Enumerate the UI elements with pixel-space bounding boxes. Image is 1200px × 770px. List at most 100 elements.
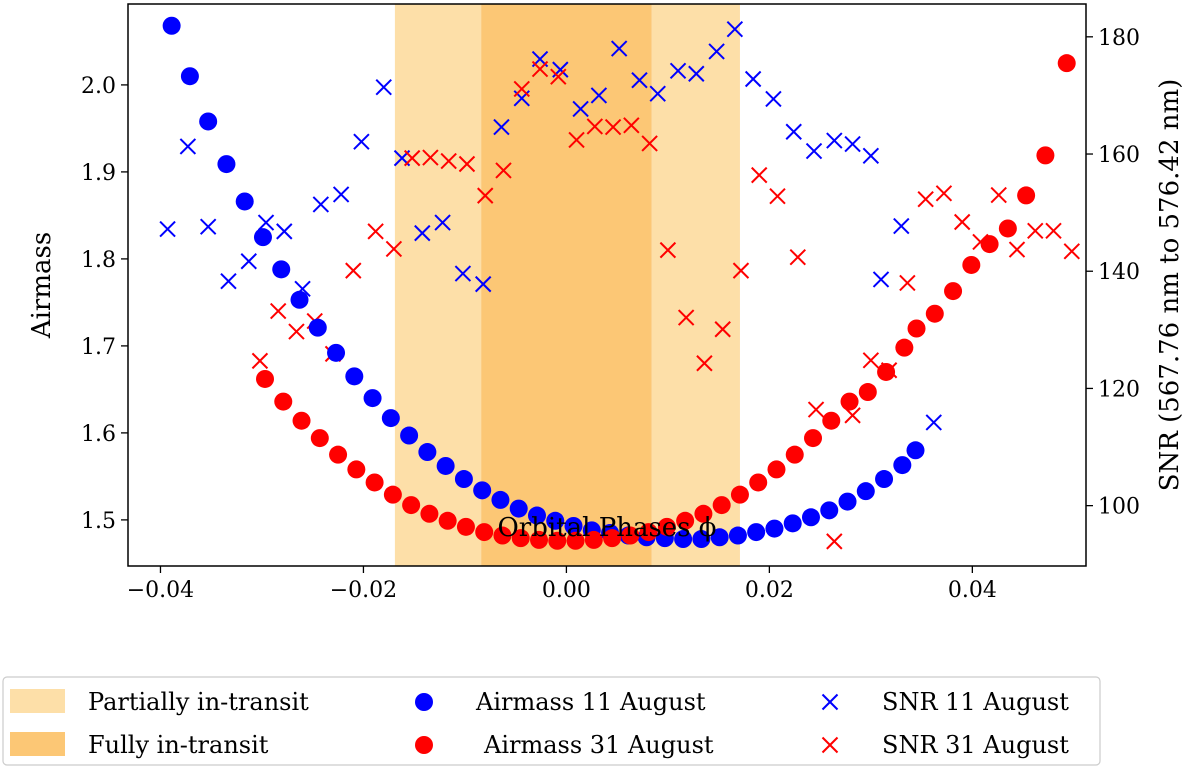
data-point-cross [925,414,942,431]
legend-label-snr-31: SNR 31 August [882,731,1069,759]
data-point-circle [603,529,622,548]
x-tick-label: 0.04 [948,578,997,603]
data-point-circle [527,506,546,525]
data-point-cross [805,142,823,160]
data-point-circle [980,235,999,254]
data-point-cross [159,220,176,238]
data-point-circle [765,519,784,538]
data-point-cross [493,118,510,136]
data-point-cross [240,253,257,270]
data-marks [159,16,1080,550]
data-point-cross [1008,241,1026,258]
data-point-circle [749,473,768,492]
y-left-tick-label: 1.6 [81,422,116,447]
x-axis-title: Orbital Phases ϕ [497,513,716,543]
data-point-circle [962,255,981,274]
y-right-tick-label: 180 [1098,26,1140,51]
data-point-circle [822,411,841,430]
series-2 [159,20,942,431]
data-point-circle [308,318,327,337]
data-point-cross [696,355,713,372]
data-point-cross [1063,243,1080,260]
data-point-cross [649,85,666,102]
legend-marker-airmass-31 [415,736,433,754]
y-axis-right: 100 120 140 160 180 [1086,26,1140,520]
data-point-circle [272,260,291,279]
data-point-circle [509,499,528,518]
data-point-circle [1017,186,1036,205]
data-point-circle [217,155,236,174]
data-point-circle [875,470,894,489]
data-point-circle [162,16,181,35]
y-left-tick-label: 1.9 [81,161,116,186]
data-point-circle [906,441,925,460]
data-point-cross [769,188,786,205]
region-partial-1 [651,4,740,566]
data-point-circle [329,445,348,464]
data-point-circle [180,67,199,86]
data-point-cross [586,118,604,135]
data-point-circle [820,501,839,520]
series-3 [251,60,1080,550]
transit-regions [394,4,740,566]
legend-cross [821,693,839,711]
data-point-circle [730,485,749,504]
legend-label-full: Fully in-transit [88,731,269,759]
plot-frame [127,3,1087,567]
data-point-cross [744,70,762,88]
data-point-circle [712,496,731,515]
data-point-cross [332,186,350,203]
data-point-cross [440,152,457,170]
y-right-tick-label: 100 [1098,495,1140,520]
data-point-cross [899,274,916,292]
data-point-circle [584,530,603,549]
data-point-cross [726,20,744,38]
data-point-circle [400,426,419,445]
data-point-cross [367,223,384,240]
data-point-cross [826,132,843,149]
data-point-cross [434,214,451,231]
data-point-circle [310,429,329,448]
data-point-circle [710,528,729,547]
x-tick-label: −0.02 [330,578,397,603]
data-point-cross [590,87,608,104]
data-point-circle [454,470,473,489]
data-point-cross [414,224,431,242]
data-point-cross [604,118,622,136]
x-axis: −0.04 −0.02 0.00 0.02 0.04 [127,566,997,603]
data-point-circle [383,485,402,504]
data-point-circle [804,429,823,448]
data-point-cross [375,79,392,96]
data-point-circle [327,343,346,362]
data-point-circle [893,456,912,475]
data-point-circle [473,481,492,500]
data-point-cross [1045,222,1062,239]
x-tick-label: −0.04 [127,578,194,603]
data-point-cross [474,275,492,293]
data-point-circle [944,282,963,301]
data-point-circle [895,338,914,357]
legend-label-airmass-31: Airmass 31 August [483,731,714,759]
data-point-cross [807,401,825,418]
series-1 [256,54,1076,550]
data-point-circle [692,530,711,549]
data-point-circle [199,112,218,131]
data-point-cross [403,149,421,167]
data-point-cross [251,352,269,370]
data-point-circle [546,511,565,530]
data-point-cross [893,217,910,235]
data-point-cross [220,272,237,290]
data-point-cross [345,262,362,279]
legend-label-snr-11: SNR 11 August [882,688,1069,716]
data-point-cross [568,131,585,149]
data-point-cross [631,71,648,89]
data-point-cross [477,187,494,204]
data-point-circle [381,409,400,428]
data-point-circle [877,362,896,381]
data-point-cross [862,352,880,369]
data-point-cross [641,135,658,152]
data-point-circle [345,367,364,386]
data-point-circle [347,460,366,479]
legend-marker-snr-31 [821,736,839,754]
